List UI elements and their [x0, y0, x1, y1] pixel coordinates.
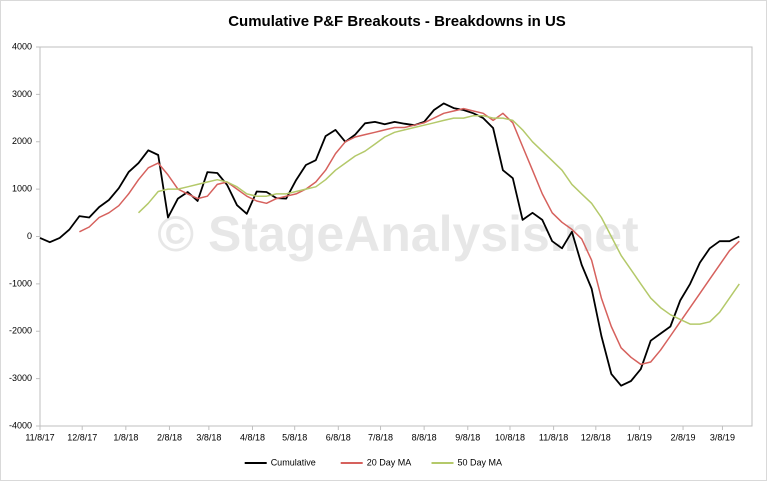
series-line [137, 114, 740, 325]
series-line [79, 107, 740, 366]
x-tick-label: 6/8/18 [326, 432, 351, 442]
watermark: © StageAnalysis.net [157, 206, 639, 262]
legend-label: 50 Day MA [458, 457, 503, 467]
y-tick-label: 4000 [12, 41, 32, 51]
x-tick-label: 4/8/18 [240, 432, 265, 442]
x-tick-label: 1/8/18 [113, 432, 138, 442]
x-tick-label: 12/8/17 [67, 432, 97, 442]
y-tick-label: 0 [27, 231, 32, 241]
x-tick-label: 9/8/18 [455, 432, 480, 442]
x-tick-label: 7/8/18 [368, 432, 393, 442]
x-tick-label: 1/8/19 [627, 432, 652, 442]
x-tick-label: 11/8/18 [539, 432, 568, 442]
x-tick-label: 11/8/17 [25, 432, 54, 442]
x-tick-label: 2/8/18 [157, 432, 182, 442]
y-tick-label: -3000 [9, 373, 32, 383]
y-tick-label: 2000 [12, 136, 32, 146]
y-tick-label: -4000 [9, 420, 32, 430]
y-tick-label: 3000 [12, 89, 32, 99]
series-line [39, 102, 740, 387]
legend-label: 20 Day MA [367, 457, 412, 467]
x-tick-label: 12/8/18 [581, 432, 611, 442]
y-tick-label: -2000 [9, 326, 32, 336]
x-tick-label: 10/8/18 [495, 432, 525, 442]
y-tick-label: -1000 [9, 278, 32, 288]
x-tick-label: 3/8/18 [196, 432, 221, 442]
y-tick-label: 1000 [12, 184, 32, 194]
chart-title: Cumulative P&F Breakouts - Breakdowns in… [228, 13, 566, 30]
x-tick-label: 2/8/19 [671, 432, 696, 442]
x-tick-label: 5/8/18 [282, 432, 307, 442]
x-tick-label: 3/8/19 [710, 432, 735, 442]
x-tick-label: 8/8/18 [412, 432, 437, 442]
legend-label: Cumulative [271, 457, 316, 467]
